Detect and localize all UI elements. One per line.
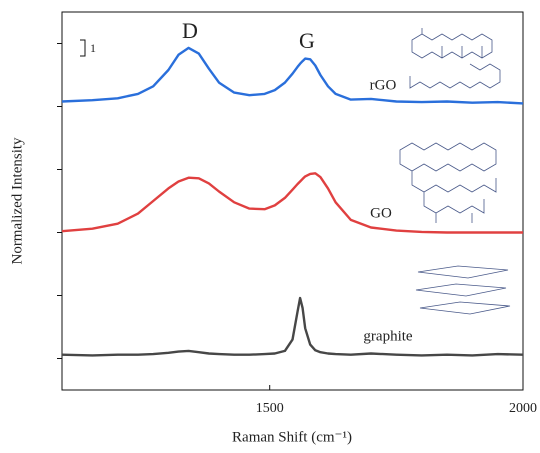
spectrum-line xyxy=(61,296,524,357)
annotation: D xyxy=(182,18,198,43)
annotation: rGO xyxy=(370,77,397,93)
spectrum-line xyxy=(61,46,524,105)
annotation: graphite xyxy=(363,328,412,344)
x-tick-label: 2000 xyxy=(509,401,537,416)
spectrum-line xyxy=(61,172,523,234)
graphite-structure xyxy=(415,265,511,315)
x-tick-label: 1500 xyxy=(256,401,284,416)
scale-bar xyxy=(80,39,86,57)
rgo-structure xyxy=(409,28,501,89)
annotation: 1 xyxy=(90,41,96,55)
annotation: GO xyxy=(370,205,392,221)
go-structure xyxy=(399,142,497,223)
plot-frame xyxy=(61,11,524,391)
annotation: G xyxy=(299,28,315,53)
y-axis-label: Normalized Intensity xyxy=(9,137,25,265)
x-axis-label: Raman Shift (cm⁻¹) xyxy=(232,429,352,445)
